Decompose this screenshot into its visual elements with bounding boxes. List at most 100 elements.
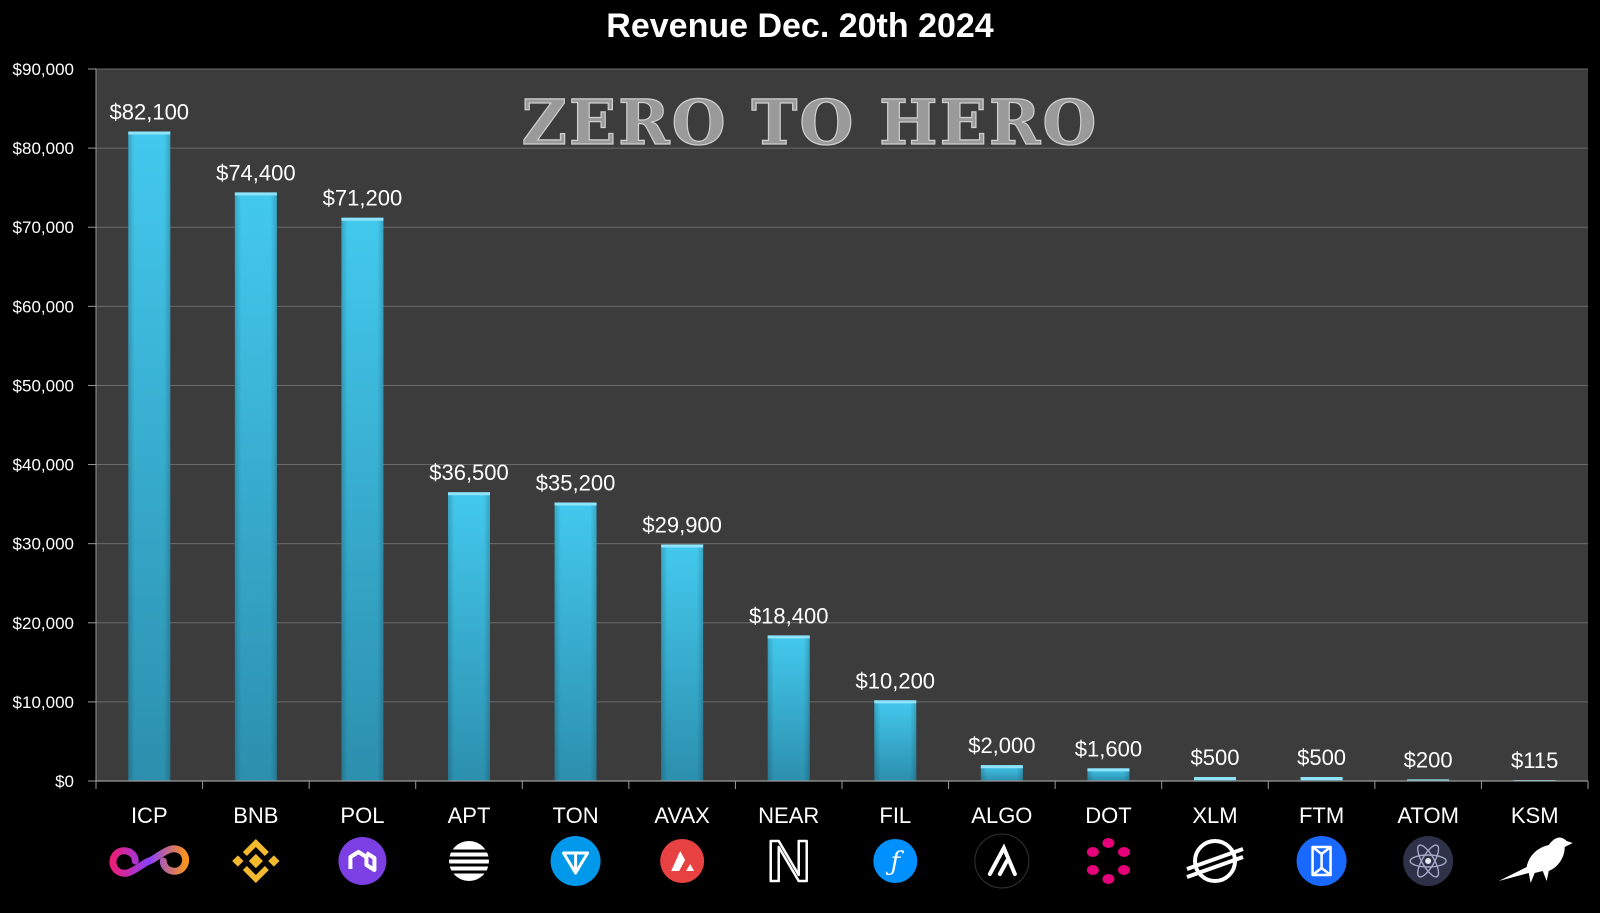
- near-n-icon: [769, 839, 808, 883]
- bar-cap: [980, 765, 1023, 769]
- avax-triangle-icon: [660, 839, 705, 883]
- icp-infinity-icon: [109, 845, 190, 877]
- icon-shape: [109, 845, 190, 877]
- data-label: $115: [1511, 748, 1558, 773]
- y-tick-label: $90,000: [13, 60, 74, 79]
- icon-shape: ƒ: [885, 847, 904, 877]
- data-label: $200: [1404, 747, 1453, 772]
- bar-xlm: [1194, 777, 1236, 781]
- bar-atom: [1407, 779, 1450, 781]
- ksm-bird-icon: [1498, 837, 1573, 883]
- icon-shape: [338, 837, 387, 885]
- bar-cap: [554, 502, 597, 506]
- pol-link-icon: [338, 837, 387, 885]
- icon-shape: [447, 863, 491, 867]
- x-tick-label: BNB: [233, 803, 278, 828]
- y-tick-label: $20,000: [13, 614, 74, 633]
- bar-ton: [554, 502, 597, 781]
- icon-shape: [348, 850, 377, 872]
- bar-fil: [874, 700, 917, 781]
- algo-a-icon: [974, 833, 1030, 889]
- icon-shape: [974, 833, 1030, 889]
- data-labels: $82,100 $74,400 $71,200 $36,500 $35,200 $29,9…: [110, 99, 1559, 773]
- bar-cap: [1407, 779, 1450, 781]
- xlm-rocket-icon: [1186, 839, 1244, 883]
- y-tick-label: $10,000: [13, 693, 74, 712]
- icon-shape: [769, 839, 808, 883]
- data-label: $71,200: [323, 186, 403, 211]
- icon-shape: [1186, 847, 1244, 879]
- bar-shade: [661, 544, 704, 781]
- y-tick-label: $50,000: [13, 376, 74, 395]
- zero-to-hero-watermark: ZERO TO HERO: [522, 86, 1099, 159]
- ftm-cube-icon: [1296, 836, 1347, 886]
- icon-shape: [447, 870, 491, 874]
- y-axis-ticks: $0 $10,000 $20,000 $30,000 $40,000 $50,000 $60…: [13, 60, 96, 791]
- bar-cap: [128, 131, 171, 135]
- bar-cap: [874, 700, 917, 704]
- bar-dot: [1087, 768, 1130, 781]
- data-label: $10,200: [856, 668, 936, 693]
- y-tick-label: $30,000: [13, 535, 74, 554]
- x-tick-label: KSM: [1511, 803, 1559, 828]
- data-label: $1,600: [1075, 736, 1142, 761]
- x-tick-label: FIL: [879, 803, 911, 828]
- bar-bnb: [234, 192, 277, 781]
- icon-shape: [242, 866, 269, 883]
- x-tick-label: ATOM: [1397, 803, 1459, 828]
- icon-shape: [1409, 854, 1447, 868]
- bars: [128, 131, 1556, 781]
- icon-shape: [1086, 847, 1099, 857]
- bar-shade: [448, 492, 490, 781]
- icon-shape: [447, 856, 491, 860]
- icon-shape: [671, 851, 695, 871]
- icon-shape: [1311, 845, 1332, 877]
- bar-ftm: [1300, 777, 1343, 781]
- data-label: $35,200: [536, 471, 616, 496]
- plot-area: [96, 69, 1588, 781]
- x-tick-label: FTM: [1299, 803, 1344, 828]
- bar-shade: [767, 635, 810, 781]
- y-tick-label: $60,000: [13, 297, 74, 316]
- dot-ring-icon: [1086, 838, 1131, 884]
- icon-shape: [248, 853, 263, 869]
- chart-title: Revenue Dec. 20th 2024: [606, 7, 994, 45]
- bar-cap: [661, 544, 704, 548]
- data-label: $500: [1191, 745, 1240, 770]
- bar-cap: [767, 635, 810, 639]
- x-axis: ICP BNB POL APT TON AVAX NEAR FIL ALGO DOT XLM FTM A…: [95, 69, 1589, 828]
- icon-shape: [873, 839, 918, 883]
- bar-shade: [128, 131, 171, 781]
- bar-cap: [234, 192, 277, 196]
- x-tick-label: ICP: [131, 803, 168, 828]
- icon-shape: [268, 855, 280, 867]
- bar-cap: [1194, 777, 1236, 781]
- x-tick-label: AVAX: [654, 803, 710, 828]
- bar-apt: [448, 492, 490, 781]
- fil-f-icon: ƒ: [873, 839, 918, 883]
- bar-shade: [341, 217, 384, 781]
- bar-pol: [341, 217, 384, 781]
- y-tick-label: $80,000: [13, 139, 74, 158]
- icon-shape: [447, 849, 491, 853]
- icon-shape: [1086, 865, 1099, 875]
- data-label: $74,400: [216, 160, 296, 185]
- bar-cap: [1300, 777, 1343, 781]
- data-label: $500: [1297, 745, 1346, 770]
- icon-shape: [1102, 874, 1115, 884]
- bar-shade: [234, 192, 277, 781]
- y-tick-label: $0: [55, 772, 74, 791]
- icon-shape: [562, 851, 590, 875]
- data-label: $18,400: [749, 603, 829, 628]
- icon-shape: [1498, 837, 1573, 883]
- x-tick-label: APT: [448, 803, 491, 828]
- atom-orbit-icon: [1403, 836, 1454, 886]
- bar-shade: [874, 700, 917, 781]
- icon-shape: [232, 855, 244, 867]
- bar-avax: [661, 544, 704, 781]
- icon-shape: [1417, 844, 1440, 878]
- bar-cap: [1087, 768, 1130, 772]
- x-tick-label: ALGO: [971, 803, 1032, 828]
- x-tick-label: NEAR: [758, 803, 819, 828]
- data-label: $36,500: [429, 460, 509, 485]
